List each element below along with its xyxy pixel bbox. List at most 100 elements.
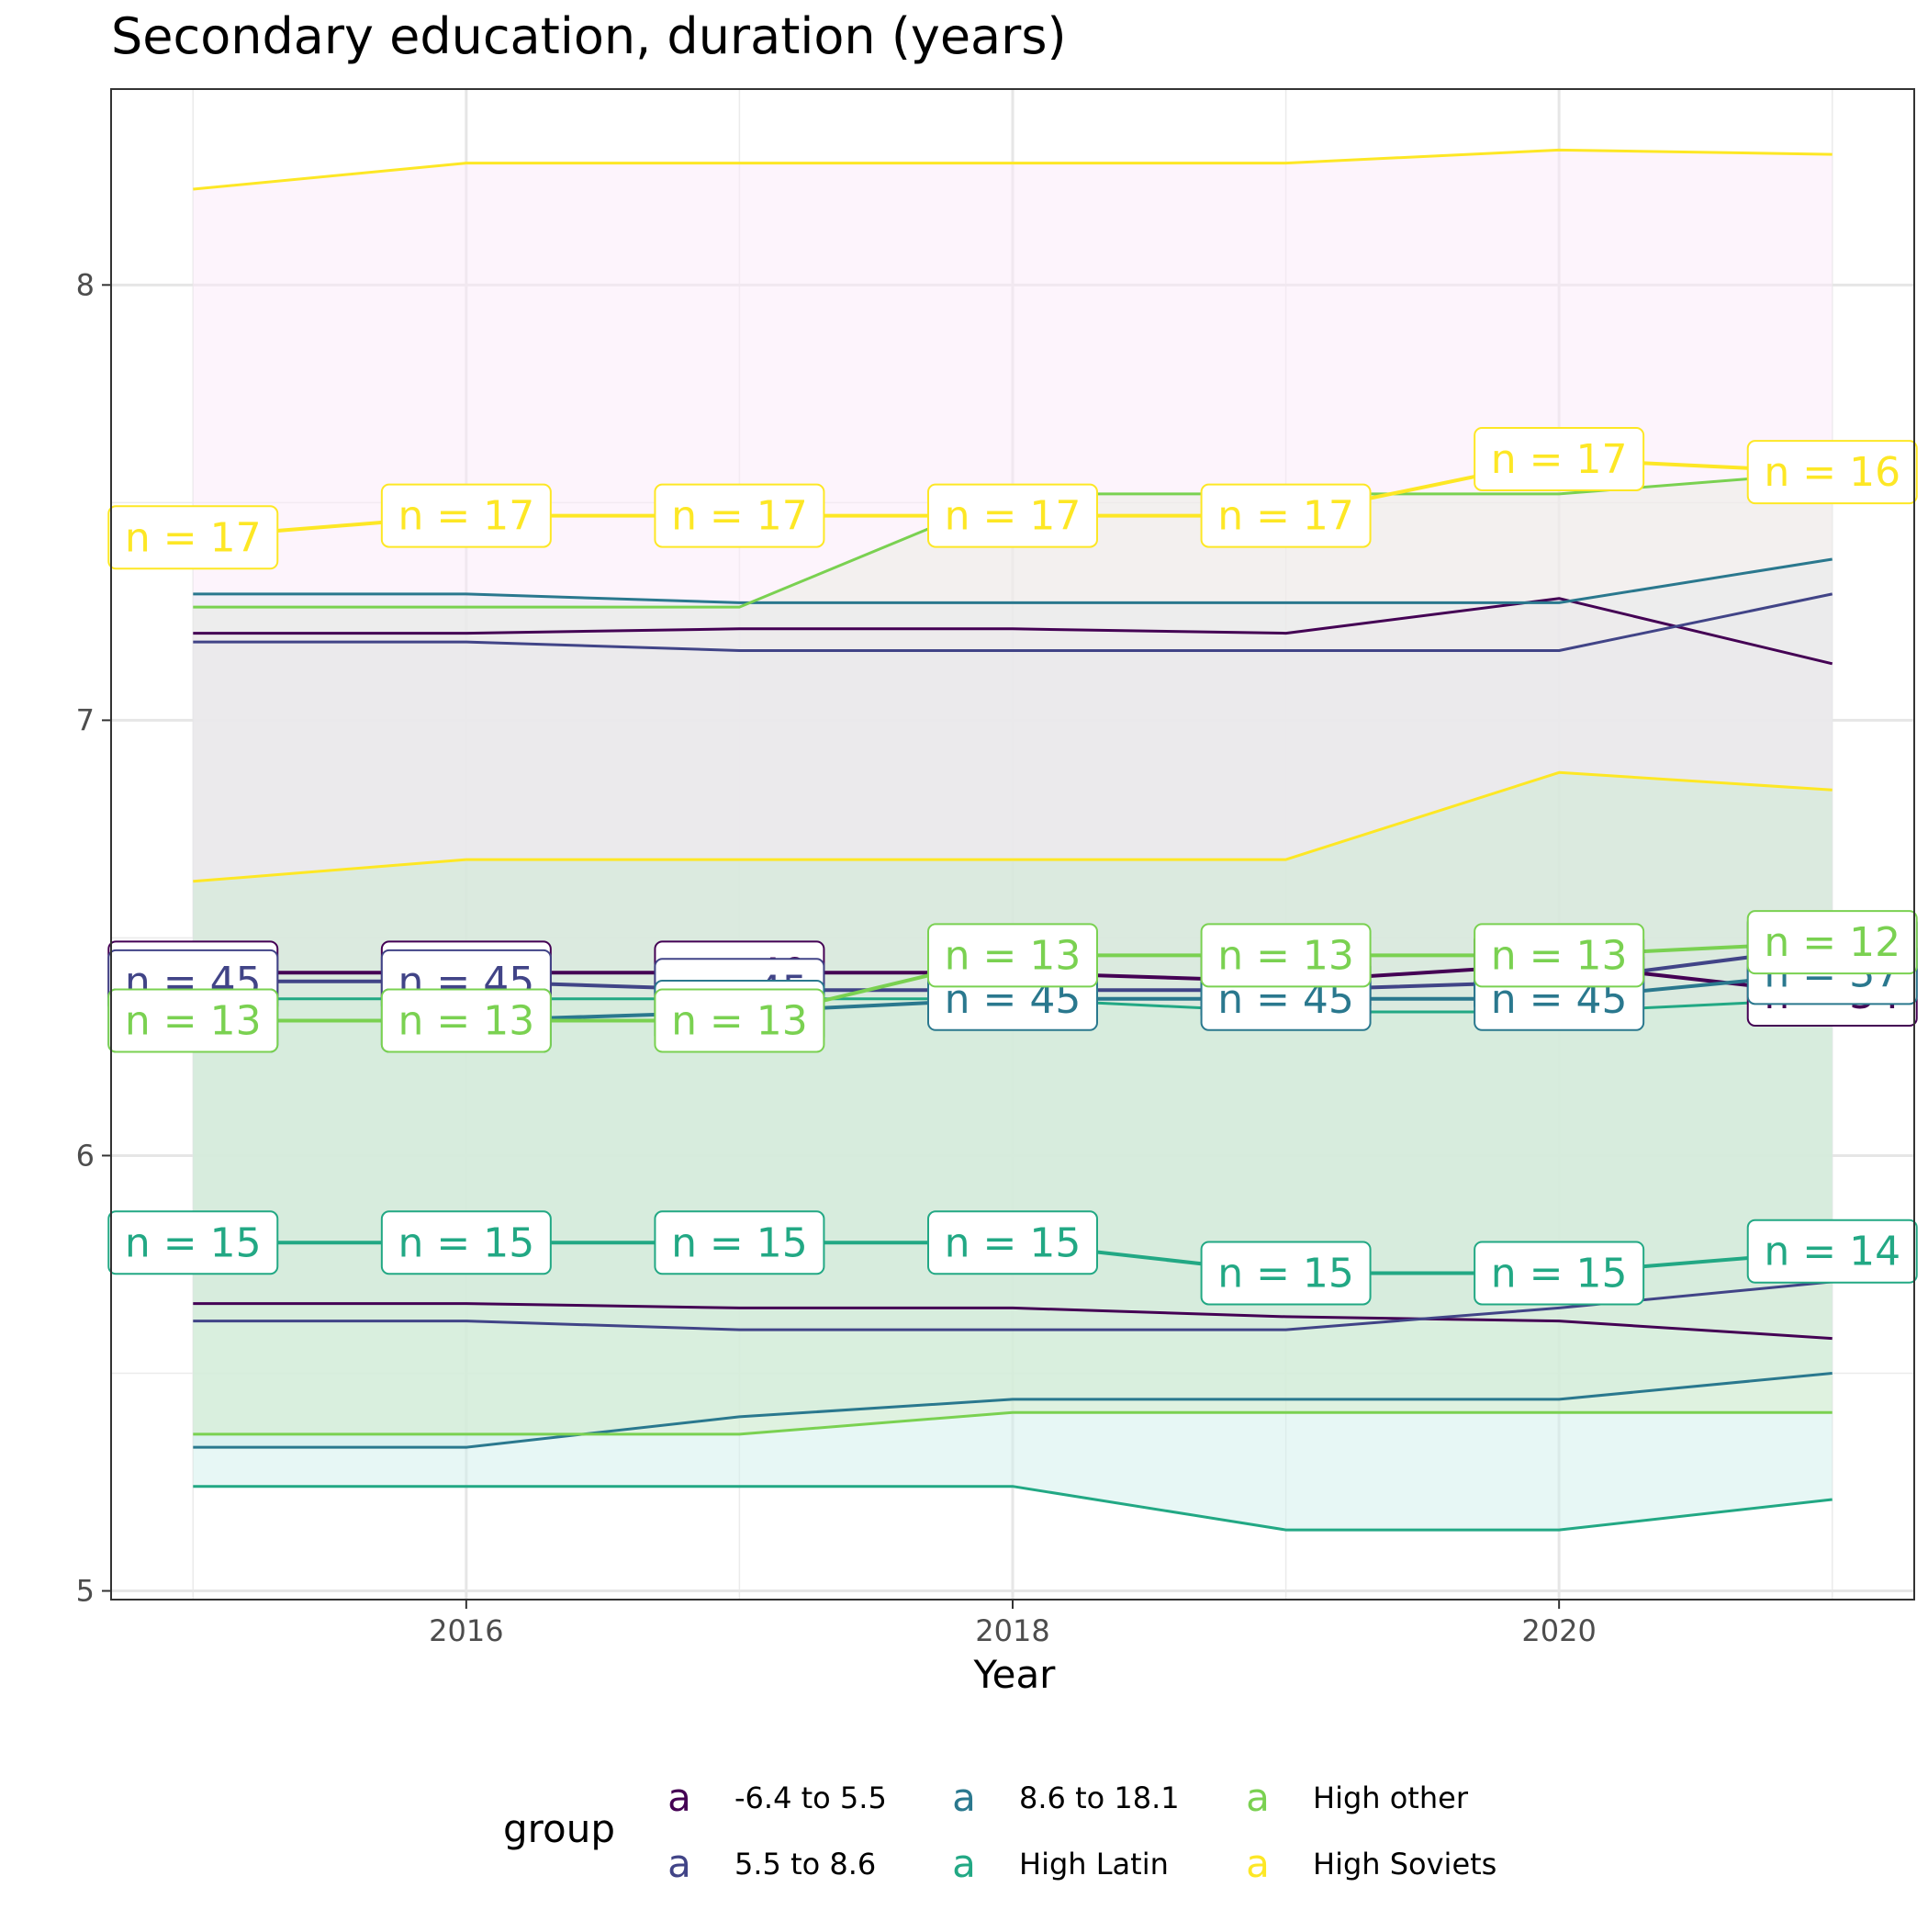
count-label-box bbox=[1746, 440, 1918, 505]
count-label-text: n = 17 bbox=[125, 514, 262, 561]
legend-item: a High Latin bbox=[952, 1841, 1169, 1886]
count-labels: n = 45n = 45n = 40n = 45n = 45n = 45n = … bbox=[107, 426, 1918, 1306]
count-label-box bbox=[654, 483, 825, 548]
count-label-box bbox=[927, 483, 1098, 548]
count-label-box bbox=[1474, 1241, 1645, 1306]
count-label: n = 15 bbox=[927, 1210, 1098, 1275]
count-label-text: n = 13 bbox=[398, 997, 534, 1044]
count-label-box bbox=[380, 988, 552, 1053]
legend-key: a bbox=[1246, 1841, 1270, 1886]
lower-bound-line bbox=[193, 1485, 1833, 1532]
y-tick-label: 5 bbox=[76, 1574, 95, 1609]
count-label-text: n = 15 bbox=[1491, 1250, 1628, 1297]
count-label: n = 13 bbox=[380, 988, 552, 1053]
count-label-box bbox=[1474, 426, 1645, 491]
legend-key: a bbox=[952, 1841, 976, 1886]
y-tick-label: 6 bbox=[76, 1138, 95, 1173]
count-label: n = 17 bbox=[380, 483, 552, 548]
count-label-text: n = 15 bbox=[671, 1219, 808, 1266]
upper-bound-line bbox=[193, 597, 1833, 666]
legend-key: a bbox=[667, 1841, 691, 1886]
count-label-text: n = 17 bbox=[945, 493, 1082, 540]
count-label: n = 17 bbox=[1200, 483, 1372, 548]
count-label-text: n = 15 bbox=[398, 1219, 534, 1266]
count-label: n = 15 bbox=[654, 1210, 825, 1275]
count-label-text: n = 13 bbox=[1217, 932, 1354, 979]
count-label: n = 13 bbox=[654, 988, 825, 1053]
y-tick-label: 7 bbox=[76, 702, 95, 737]
count-label-text: n = 13 bbox=[1491, 932, 1628, 979]
lower-bound-line bbox=[193, 770, 1833, 883]
count-label: n = 15 bbox=[1474, 1241, 1645, 1306]
count-label-text: n = 16 bbox=[1764, 449, 1900, 496]
count-label: n = 17 bbox=[927, 483, 1098, 548]
count-label: n = 17 bbox=[107, 505, 279, 570]
count-label: n = 15 bbox=[1200, 1241, 1372, 1306]
count-label: n = 17 bbox=[1474, 426, 1645, 491]
count-label-text: n = 17 bbox=[671, 493, 808, 540]
count-label-text: n = 15 bbox=[1217, 1250, 1354, 1297]
legend: group a -6.4 to 5.5 a 5.5 to 8.6 a 8.6 to 18.1… bbox=[503, 1775, 1496, 1886]
count-label: n = 13 bbox=[1200, 923, 1372, 988]
count-label: n = 13 bbox=[107, 988, 279, 1053]
count-label: n = 13 bbox=[1474, 923, 1645, 988]
count-label-text: n = 13 bbox=[671, 997, 808, 1044]
x-axis-title: Year bbox=[973, 1652, 1057, 1697]
legend-label: 5.5 to 8.6 bbox=[734, 1847, 876, 1881]
legend-label: High Latin bbox=[1019, 1847, 1169, 1881]
lower-bound-line bbox=[193, 1302, 1833, 1341]
count-label: n = 15 bbox=[380, 1210, 552, 1275]
x-tick-label: 2018 bbox=[975, 1613, 1049, 1648]
count-label-box bbox=[1474, 923, 1645, 988]
chart-title: Secondary education, duration (years) bbox=[111, 7, 1067, 65]
legend-label: -6.4 to 5.5 bbox=[734, 1780, 887, 1815]
count-label-text: n = 13 bbox=[125, 997, 262, 1044]
legend-label: High Soviets bbox=[1313, 1847, 1496, 1881]
count-label-text: n = 17 bbox=[398, 493, 534, 540]
count-label-text: n = 15 bbox=[125, 1219, 262, 1266]
lower-bound-line bbox=[193, 1280, 1833, 1331]
legend-item: a High Soviets bbox=[1246, 1841, 1496, 1886]
count-label-box bbox=[380, 1210, 552, 1275]
legend-key: a bbox=[1246, 1775, 1270, 1820]
upper-bound-line bbox=[193, 557, 1833, 604]
count-label-box bbox=[654, 988, 825, 1053]
count-label-text: n = 13 bbox=[945, 932, 1082, 979]
count-label-text: n = 17 bbox=[1217, 493, 1354, 540]
count-label-box bbox=[654, 1210, 825, 1275]
legend-item: a High other bbox=[1246, 1775, 1469, 1820]
legend-label: High other bbox=[1313, 1780, 1469, 1815]
y-tick-label: 8 bbox=[76, 267, 95, 302]
count-label-box bbox=[107, 988, 279, 1053]
count-label: n = 13 bbox=[927, 923, 1098, 988]
count-label: n = 12 bbox=[1746, 910, 1918, 975]
legend-item: a 8.6 to 18.1 bbox=[952, 1775, 1179, 1820]
axes: 5 6 7 8 2016 2018 2020 bbox=[76, 267, 1597, 1648]
count-label: n = 15 bbox=[107, 1210, 279, 1275]
x-tick-label: 2020 bbox=[1521, 1613, 1596, 1648]
count-label-text: n = 17 bbox=[1491, 436, 1628, 483]
count-label-box bbox=[107, 505, 279, 570]
count-label-box bbox=[1200, 923, 1372, 988]
count-label-box bbox=[1746, 1219, 1918, 1284]
count-label-box bbox=[927, 923, 1098, 988]
count-label-text: n = 12 bbox=[1764, 919, 1900, 966]
lower-bound-line bbox=[193, 1410, 1833, 1436]
count-label-box bbox=[927, 1210, 1098, 1275]
legend-key: a bbox=[952, 1775, 976, 1820]
x-tick-label: 2016 bbox=[429, 1613, 503, 1648]
legend-label: 8.6 to 18.1 bbox=[1019, 1780, 1180, 1815]
count-label-box bbox=[380, 483, 552, 548]
legend-title: group bbox=[503, 1806, 615, 1851]
count-label-text: n = 15 bbox=[945, 1219, 1082, 1266]
count-label: n = 16 bbox=[1746, 440, 1918, 505]
count-label-box bbox=[1746, 910, 1918, 975]
confidence-ribbons bbox=[193, 150, 1833, 1531]
count-label-box bbox=[107, 1210, 279, 1275]
count-label: n = 14 bbox=[1746, 1219, 1918, 1284]
upper-bound-line bbox=[193, 592, 1833, 652]
count-label-box bbox=[1200, 483, 1372, 548]
count-label-box bbox=[1200, 1241, 1372, 1306]
